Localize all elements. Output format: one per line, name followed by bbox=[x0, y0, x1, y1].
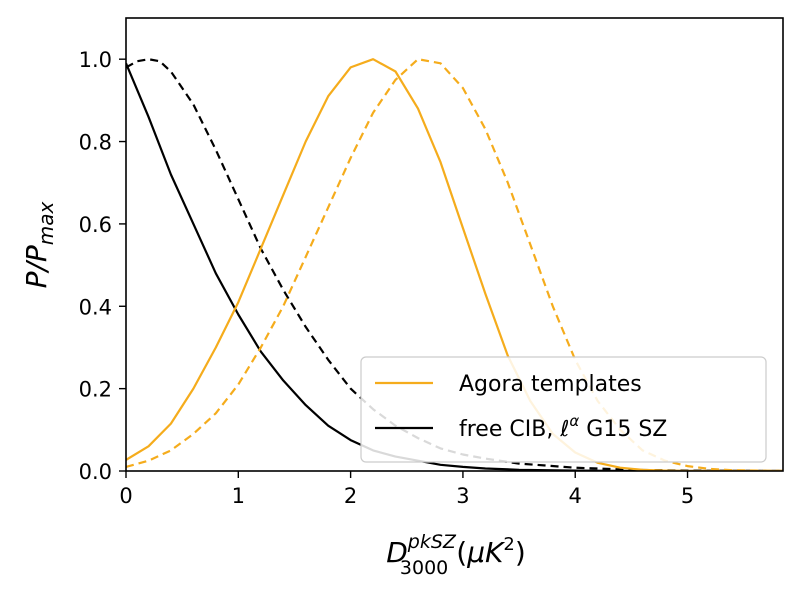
x-axis-label-unit-K: K bbox=[485, 536, 506, 569]
legend-label-free-cib-post: G15 SZ bbox=[579, 417, 667, 442]
x-tick-label-3: 3 bbox=[456, 484, 469, 508]
y-tick-label-3: 0.6 bbox=[79, 213, 112, 237]
legend-label-free-cib-alpha: α bbox=[569, 412, 579, 430]
x-axis-label-superscript: pkSZ bbox=[407, 531, 457, 553]
x-axis-label-base: D bbox=[386, 536, 408, 569]
ticks-layer: 0 1 2 3 4 5 0.0 0.2 0.4 0.6 0.8 1.0 bbox=[79, 48, 695, 508]
legend-box bbox=[360, 356, 767, 463]
x-axis-label-subscript: 3000 bbox=[400, 557, 448, 579]
y-tick-label-2: 0.4 bbox=[79, 295, 112, 319]
legend-label-free-cib-pre: free CIB, bbox=[459, 417, 560, 442]
x-axis-label-unit-mu: μ bbox=[466, 536, 485, 569]
y-tick-label-0: 0.0 bbox=[79, 460, 112, 484]
x-tick-label-4: 4 bbox=[569, 484, 582, 508]
legend-label-agora: Agora templates bbox=[459, 372, 642, 397]
x-tick-label-5: 5 bbox=[681, 484, 694, 508]
y-tick-label-1: 0.2 bbox=[79, 378, 112, 402]
legend-label-free-cib: free CIB, ℓα G15 SZ bbox=[459, 412, 667, 442]
x-tick-label-2: 2 bbox=[344, 484, 357, 508]
legend-label-free-cib-ell: ℓ bbox=[559, 417, 569, 442]
plot-frame bbox=[125, 17, 784, 472]
y-axis-label-base: P/P bbox=[20, 245, 53, 288]
x-axis-label-unit-open: ( bbox=[456, 536, 467, 569]
series-line-3 bbox=[126, 58, 783, 471]
y-axis-label: P/Pmax bbox=[20, 201, 58, 288]
y-tick-label-5: 1.0 bbox=[79, 48, 112, 72]
x-tick-label-1: 1 bbox=[232, 484, 245, 508]
legend: Agora templates free CIB, ℓα G15 SZ bbox=[360, 356, 767, 463]
series-line-2 bbox=[126, 62, 783, 471]
series-line-0 bbox=[126, 58, 783, 471]
x-axis-label-unit-sup: 2 bbox=[503, 534, 514, 555]
x-tick-label-0: 0 bbox=[119, 484, 132, 508]
y-axis-label-subscript: max bbox=[34, 201, 58, 245]
x-axis-label: DpkSZ 3000 (μK2) bbox=[386, 531, 526, 579]
y-tick-label-4: 0.8 bbox=[79, 131, 112, 155]
x-axis-label-unit-close: ) bbox=[515, 536, 526, 569]
axes-layer bbox=[125, 17, 784, 472]
